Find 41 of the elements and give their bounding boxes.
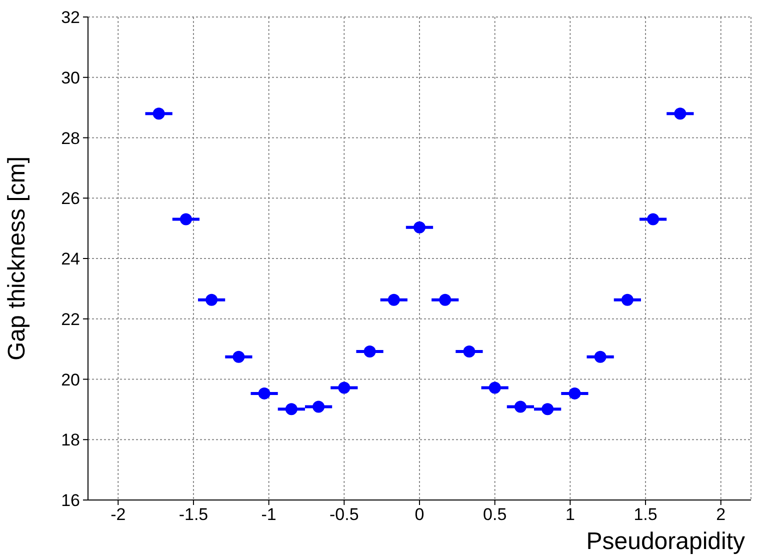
point xyxy=(338,382,350,394)
y-tick-label: 18 xyxy=(61,430,80,450)
x-tick-label: -1 xyxy=(261,505,276,524)
y-tick-label: 28 xyxy=(61,128,80,148)
point xyxy=(312,400,325,413)
point xyxy=(258,387,270,400)
point xyxy=(621,294,634,306)
point xyxy=(488,382,501,394)
point xyxy=(364,345,376,358)
point xyxy=(285,403,298,416)
y-tick-label: 32 xyxy=(61,8,80,28)
x-tick-label: -1.5 xyxy=(178,505,208,524)
x-tick-label: -0.5 xyxy=(330,505,359,524)
point xyxy=(674,108,686,120)
point xyxy=(568,387,581,400)
y-axis-title: Gap thickness [cm] xyxy=(4,156,31,361)
x-tick-label: 1 xyxy=(565,505,575,524)
y-tick-label: 30 xyxy=(61,68,80,88)
point xyxy=(180,213,192,226)
point xyxy=(152,108,165,120)
x-tick-label: 0 xyxy=(414,505,424,524)
x-tick-label: 1.5 xyxy=(634,505,658,524)
x-tick-label: 2 xyxy=(716,505,726,524)
point xyxy=(594,350,606,363)
point xyxy=(439,294,452,306)
y-tick-label: 22 xyxy=(61,310,80,329)
point xyxy=(206,294,218,306)
point xyxy=(647,213,660,226)
x-tick-label: -2 xyxy=(110,505,126,524)
point xyxy=(414,221,426,234)
y-tick-label: 24 xyxy=(61,250,80,269)
y-tick-label: 26 xyxy=(61,189,80,208)
point xyxy=(232,350,245,363)
point xyxy=(514,400,526,413)
point xyxy=(388,294,400,306)
y-tick-label: 16 xyxy=(61,491,80,510)
x-tick-label: 0.5 xyxy=(483,505,507,524)
point xyxy=(463,345,476,358)
point xyxy=(542,403,554,416)
y-tick-label: 20 xyxy=(61,370,80,390)
x-axis-title: Pseudorapidity xyxy=(586,528,745,555)
